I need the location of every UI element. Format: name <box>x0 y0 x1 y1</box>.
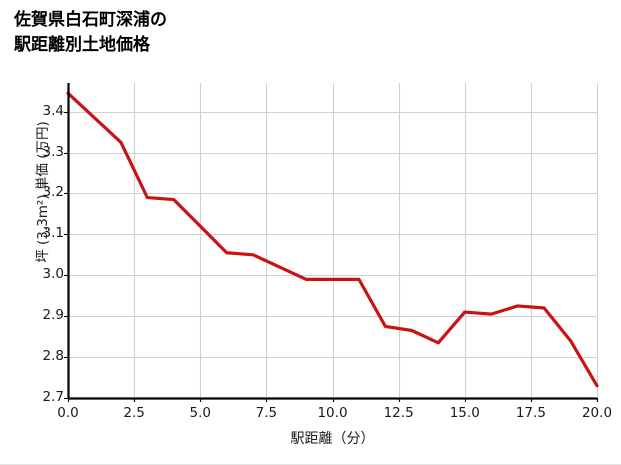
x-axis-label: 駅距離（分） <box>290 431 375 447</box>
y-tick-label: 2.8 <box>42 348 64 365</box>
y-tick-label: 3.1 <box>42 225 64 242</box>
y-tick-label: 3.2 <box>42 184 64 201</box>
x-tick-label: 2.5 <box>123 405 145 421</box>
y-axis-label: 坪 (3.3m²) 単価 (万円) <box>35 121 51 263</box>
y-tick-label: 2.7 <box>42 389 64 405</box>
x-tick-label: 15.0 <box>449 405 480 421</box>
y-tick-label: 2.9 <box>42 307 64 324</box>
chart-title: 佐賀県白石町深浦の 駅距離別土地価格 <box>14 10 167 55</box>
x-tick-label: 0.0 <box>57 405 79 421</box>
y-tick-label: 3.3 <box>42 143 64 160</box>
grid-lines <box>67 83 599 400</box>
x-tick-label: 20.0 <box>581 405 613 421</box>
data-series-line <box>66 91 599 388</box>
x-tick-label: 5.0 <box>189 405 211 421</box>
x-tick-label: 7.5 <box>255 405 278 421</box>
y-tick-label: 3.4 <box>42 102 64 119</box>
x-tick-label: 12.5 <box>383 405 414 421</box>
tick-marks <box>64 111 599 402</box>
y-tick-label: 3.0 <box>42 266 64 283</box>
x-tick-label: 10.0 <box>317 405 348 421</box>
x-tick-label: 17.5 <box>515 405 546 421</box>
